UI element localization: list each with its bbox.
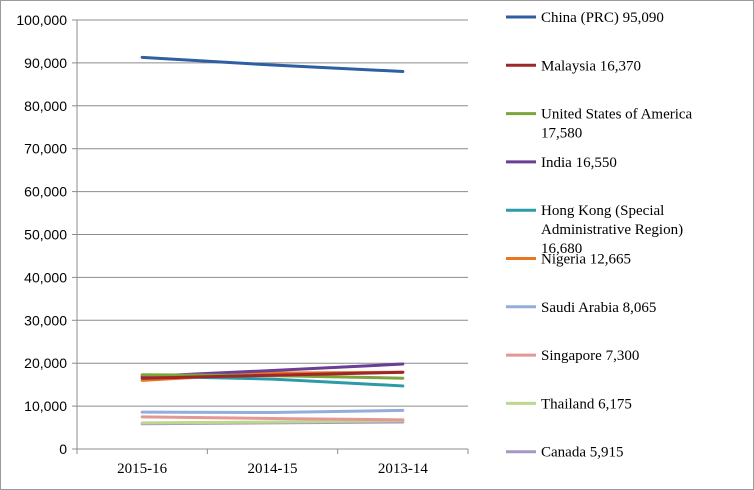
legend-label: Singapore 7,300 — [541, 348, 639, 364]
series-line — [140, 370, 405, 380]
x-tick-label: 2015-16 — [117, 461, 167, 477]
y-tick-label: 10,000 — [24, 398, 67, 414]
y-tick-label: 90,000 — [24, 55, 67, 71]
y-tick-label: 80,000 — [24, 98, 67, 114]
legend-item[interactable]: Hong Kong (Special Administrative Region)… — [506, 203, 683, 257]
series-lines — [140, 55, 405, 426]
legend-item[interactable]: Thailand 6,175 — [506, 396, 632, 412]
y-tick-label: 0 — [59, 441, 67, 457]
legend-item[interactable]: United States of America 17,580 — [506, 107, 693, 142]
legend[interactable]: China (PRC) 95,090 Malaysia 16,370 United … — [506, 10, 693, 461]
legend-item[interactable]: Nigeria 12,665 — [506, 252, 631, 268]
x-tick-label: 2013-14 — [378, 461, 428, 477]
axes — [76, 20, 469, 454]
legend-label: Thailand 6,175 — [541, 396, 632, 412]
y-tick-label: 70,000 — [24, 141, 67, 157]
series-line — [140, 55, 405, 73]
legend-label: United States of America 17,580 — [541, 107, 693, 142]
legend-label: China (PRC) 95,090 — [541, 10, 664, 26]
legend-label: Canada 5,915 — [541, 445, 623, 461]
x-tick-labels: 2015-16 2014-15 2013-14 — [117, 461, 428, 477]
series-line — [140, 415, 405, 422]
legend-item[interactable]: Saudi Arabia 8,065 — [506, 300, 656, 316]
y-tick-label: 60,000 — [24, 184, 67, 200]
x-tick-label: 2014-15 — [248, 461, 298, 477]
y-tick-label: 30,000 — [24, 312, 67, 328]
legend-label: Saudi Arabia 8,065 — [541, 300, 656, 316]
legend-item[interactable]: China (PRC) 95,090 — [506, 10, 664, 26]
legend-label: Hong Kong (Special Administrative Region)… — [541, 203, 683, 257]
y-tick-label: 50,000 — [24, 227, 67, 243]
legend-label: India 16,550 — [541, 155, 617, 171]
legend-label: Malaysia 16,370 — [541, 58, 641, 74]
legend-label: Nigeria 12,665 — [541, 252, 631, 268]
gridlines — [72, 19, 468, 450]
legend-item[interactable]: Malaysia 16,370 — [506, 58, 641, 74]
legend-item[interactable]: Singapore 7,300 — [506, 348, 639, 364]
series-line — [140, 408, 405, 415]
y-tick-label: 100,000 — [16, 12, 67, 28]
legend-item[interactable]: Canada 5,915 — [506, 445, 623, 461]
series-line — [140, 419, 405, 425]
y-tick-label: 40,000 — [24, 269, 67, 285]
y-tick-labels: 0 10,000 20,000 30,000 40,000 50,000 60,000 70,… — [16, 12, 67, 457]
legend-item[interactable]: India 16,550 — [506, 155, 617, 171]
y-tick-label: 20,000 — [24, 355, 67, 371]
